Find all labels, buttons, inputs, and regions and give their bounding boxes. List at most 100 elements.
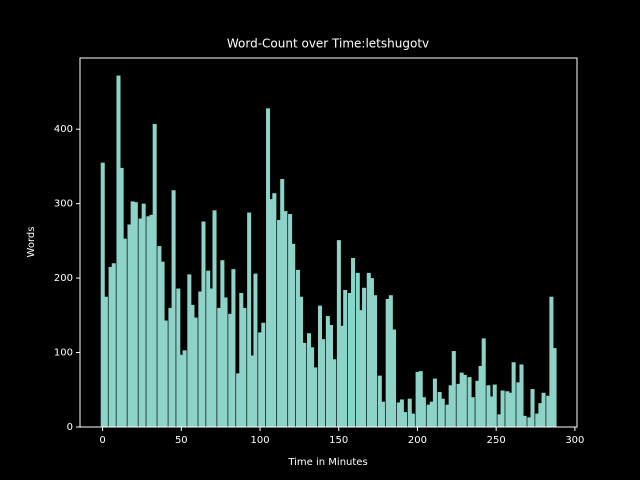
- bar: [492, 384, 497, 427]
- bar: [445, 404, 450, 427]
- bar: [302, 342, 307, 427]
- bar: [280, 179, 285, 427]
- bar: [500, 390, 505, 427]
- bar: [522, 415, 527, 427]
- bar: [193, 317, 198, 427]
- bar: [497, 414, 502, 427]
- bar: [415, 371, 420, 427]
- bar: [198, 291, 203, 427]
- bar: [328, 324, 334, 427]
- chart-title: Word-Count over Time:letshugotv: [227, 37, 429, 51]
- bar: [451, 351, 456, 427]
- bar: [152, 123, 157, 427]
- bar: [253, 273, 258, 427]
- bar: [418, 371, 423, 427]
- bar: [119, 167, 124, 428]
- bar: [160, 261, 165, 427]
- y-tick-label: 100: [54, 348, 73, 359]
- bar: [321, 339, 326, 427]
- bar: [201, 221, 206, 427]
- bar: [130, 201, 135, 427]
- bar: [223, 297, 228, 427]
- bar: [313, 367, 318, 427]
- bar: [277, 220, 282, 427]
- bar: [486, 385, 491, 427]
- bar: [116, 75, 121, 428]
- bar: [462, 374, 467, 427]
- bar: [141, 203, 146, 427]
- bar: [478, 365, 483, 427]
- bar: [426, 404, 431, 427]
- bar: [212, 210, 217, 427]
- bar: [391, 329, 396, 427]
- bar: [421, 397, 426, 427]
- bar: [179, 354, 184, 427]
- bar: [111, 263, 116, 427]
- bar: [519, 364, 524, 427]
- bar: [209, 288, 214, 427]
- bar: [407, 398, 412, 427]
- bar: [103, 296, 108, 427]
- bar: [138, 218, 143, 427]
- bar: [228, 313, 233, 427]
- bar: [247, 212, 252, 427]
- bar: [288, 214, 293, 427]
- bar: [250, 355, 255, 427]
- bar: [239, 292, 244, 427]
- bar: [182, 350, 187, 427]
- bar: [362, 287, 367, 427]
- x-tick-label: 300: [565, 435, 584, 446]
- bar: [108, 266, 113, 427]
- bar: [261, 322, 266, 427]
- bar: [291, 243, 296, 427]
- bar: [535, 413, 540, 427]
- bar: [470, 397, 475, 427]
- bar: [176, 288, 181, 427]
- bar: [242, 307, 247, 427]
- bar: [373, 295, 378, 427]
- bar: [340, 325, 345, 427]
- bar: [283, 211, 288, 427]
- bar: [489, 396, 494, 427]
- bar: [133, 202, 138, 427]
- bar: [343, 290, 348, 427]
- x-tick-label: 0: [99, 435, 105, 446]
- bar: [122, 238, 127, 427]
- x-tick-label: 250: [487, 435, 506, 446]
- bar: [266, 108, 271, 427]
- bar: [467, 377, 472, 427]
- x-tick-label: 100: [250, 435, 269, 446]
- x-tick-label: 50: [175, 435, 188, 446]
- bar: [527, 417, 532, 427]
- bar: [310, 347, 315, 427]
- bar: [306, 333, 311, 427]
- bar: [317, 305, 323, 427]
- bar: [258, 332, 263, 427]
- bar: [516, 382, 521, 427]
- bar: [530, 389, 535, 427]
- bar: [541, 392, 546, 427]
- x-tick-label: 150: [329, 435, 348, 446]
- bar: [325, 316, 330, 427]
- y-tick-label: 0: [67, 422, 73, 433]
- bar: [358, 310, 363, 427]
- bar: [475, 380, 480, 427]
- bar: [538, 403, 543, 427]
- bar: [231, 269, 236, 427]
- x-tick-label: 200: [408, 435, 427, 446]
- bar: [459, 372, 464, 427]
- bar: [399, 399, 404, 427]
- bar: [347, 292, 352, 427]
- bar: [402, 412, 408, 427]
- bar: [351, 257, 356, 427]
- y-tick-label: 200: [54, 273, 73, 284]
- bar: [432, 378, 437, 427]
- y-tick-label: 300: [54, 199, 73, 210]
- bar: [511, 362, 516, 427]
- bar: [410, 413, 415, 427]
- y-axis-label: Words: [26, 227, 37, 258]
- bar: [149, 214, 154, 427]
- bar: [448, 385, 453, 427]
